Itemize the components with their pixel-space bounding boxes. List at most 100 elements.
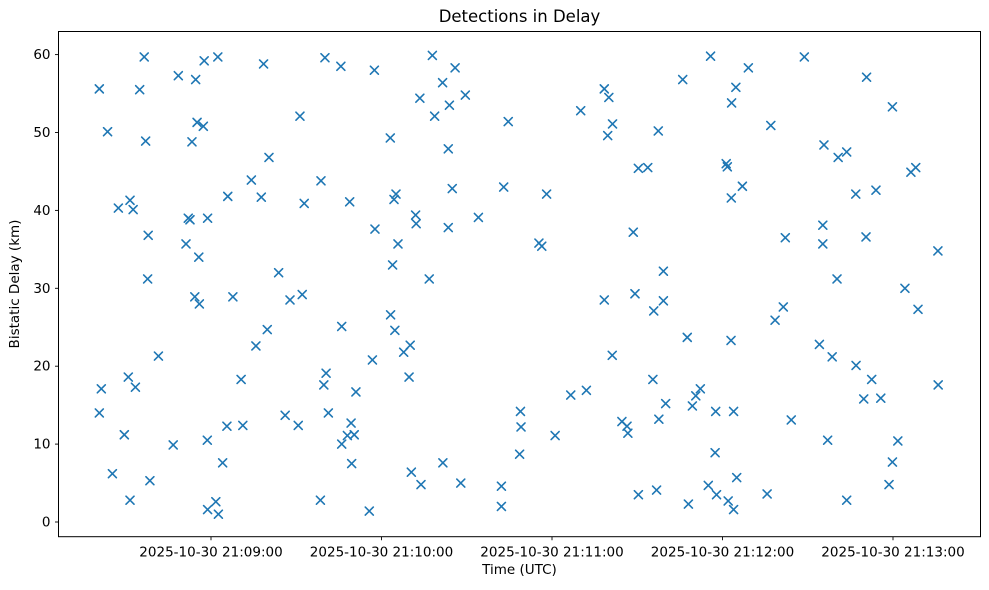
scatter-point xyxy=(503,116,514,127)
scatter-point xyxy=(682,332,693,343)
scatter-point xyxy=(778,302,789,312)
scatter-point xyxy=(604,92,614,103)
scatter-point xyxy=(295,111,305,121)
scatter-point xyxy=(575,105,586,116)
scatter-point xyxy=(648,306,659,316)
scatter-point xyxy=(658,266,669,276)
scatter-point xyxy=(424,274,435,284)
scatter-point xyxy=(181,239,191,249)
scatter-point xyxy=(246,175,257,185)
scatter-point xyxy=(139,52,150,62)
scatter-point xyxy=(168,440,179,450)
scatter-point xyxy=(128,204,138,215)
scatter-point xyxy=(443,144,454,154)
scatter-point xyxy=(390,325,400,336)
scatter-point xyxy=(410,210,421,220)
scatter-point xyxy=(94,408,105,418)
scatter-point xyxy=(630,288,640,299)
scatter-point xyxy=(315,495,326,505)
scatter-point xyxy=(369,65,380,75)
x-tick-label: 2025-10-30 21:10:00 xyxy=(310,545,453,561)
scatter-point xyxy=(766,120,776,131)
scatter-point xyxy=(866,374,877,385)
scatter-point xyxy=(346,458,357,469)
scatter-point xyxy=(536,241,547,252)
scatter-point xyxy=(140,136,151,146)
scatter-point xyxy=(142,274,153,284)
scatter-point xyxy=(861,72,872,82)
scatter-point xyxy=(153,351,164,361)
scatter-point xyxy=(222,421,232,431)
scatter-point xyxy=(185,214,195,225)
scatter-point xyxy=(703,480,714,491)
scatter-point xyxy=(385,133,396,143)
scatter-point xyxy=(113,203,124,213)
scatter-point xyxy=(107,468,118,479)
scatter-point xyxy=(710,447,720,458)
scatter-point xyxy=(841,495,852,505)
scatter-point xyxy=(319,380,329,390)
scatter-point xyxy=(514,449,525,460)
scatter-point xyxy=(385,309,396,320)
x-tick-label: 2025-10-30 21:09:00 xyxy=(139,545,282,561)
scatter-point xyxy=(193,252,204,262)
scatter-point xyxy=(251,341,261,351)
scatter-point xyxy=(213,509,224,520)
scatter-point xyxy=(194,299,205,309)
scatter-point xyxy=(496,501,507,512)
scatter-point xyxy=(832,274,842,284)
scatter-point xyxy=(391,189,401,199)
scatter-point xyxy=(726,98,737,108)
scatter-point xyxy=(599,84,610,94)
scatter-point xyxy=(933,380,943,390)
scatter-point xyxy=(285,295,295,305)
scatter-point xyxy=(447,183,458,194)
scatter-point xyxy=(450,63,460,73)
scatter-point xyxy=(438,457,448,468)
scatter-point xyxy=(297,289,308,300)
scatter-point xyxy=(550,430,560,441)
scatter-point xyxy=(427,50,438,61)
scatter-point xyxy=(262,324,273,335)
scatter-point xyxy=(443,222,454,233)
scatter-point xyxy=(336,321,347,332)
scatter-point xyxy=(320,52,330,63)
scatter-point xyxy=(654,414,664,424)
scatter-point xyxy=(651,485,662,495)
scatter-point xyxy=(850,189,861,199)
scatter-point xyxy=(818,220,828,231)
scatter-point xyxy=(705,51,716,61)
scatter-point xyxy=(723,496,733,506)
scatter-point xyxy=(393,239,403,249)
scatter-point xyxy=(623,428,633,438)
scatter-point xyxy=(677,74,688,85)
scatter-point xyxy=(238,420,248,431)
scatter-point xyxy=(321,368,331,379)
scatter-point xyxy=(264,152,274,163)
scatter-point xyxy=(653,126,664,136)
scatter-point xyxy=(190,292,200,302)
scatter-point xyxy=(349,429,360,440)
scatter-point xyxy=(913,304,923,315)
scatter-point xyxy=(711,489,722,500)
scatter-point xyxy=(728,406,739,417)
scatter-point xyxy=(743,63,754,73)
scatter-point xyxy=(628,227,639,238)
scatter-point xyxy=(217,457,228,468)
scatter-point xyxy=(198,121,209,132)
scatter-point xyxy=(737,181,748,192)
scatter-point xyxy=(648,374,658,385)
scatter-point xyxy=(192,117,202,128)
y-tick-label: 40 xyxy=(33,203,50,219)
scatter-point xyxy=(367,355,378,365)
scatter-point xyxy=(731,82,741,93)
scatter-point xyxy=(690,391,701,401)
y-tick-label: 10 xyxy=(33,437,50,453)
scatter-point xyxy=(726,335,736,346)
x-axis-label: Time (UTC) xyxy=(482,562,557,578)
scatter-point xyxy=(633,489,644,500)
scatter-point xyxy=(173,70,184,81)
y-tick-label: 0 xyxy=(42,514,51,530)
scatter-point xyxy=(398,347,409,357)
scatter-point xyxy=(316,175,326,186)
